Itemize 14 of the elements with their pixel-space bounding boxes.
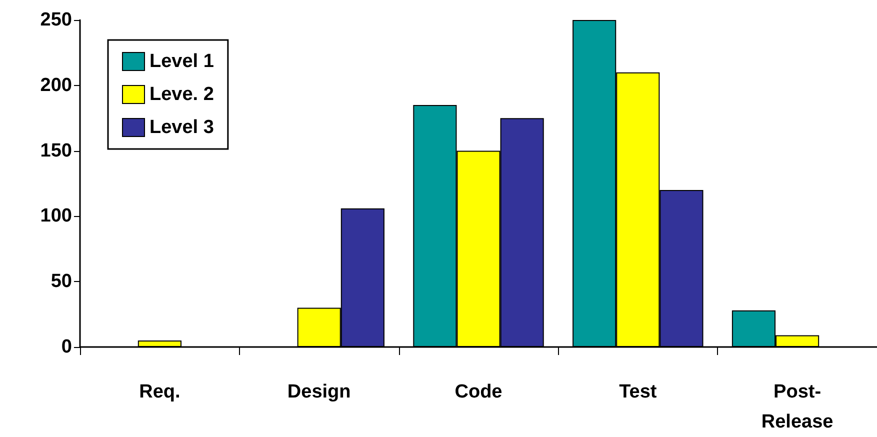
x-tick-label: Design: [287, 382, 351, 402]
y-tick-label: 50: [50, 271, 72, 292]
legend-label: Leve. 2: [150, 84, 214, 105]
x-tick-label: Code: [454, 382, 502, 402]
x-tick-label: Test: [619, 382, 658, 402]
y-tick-label: 0: [61, 336, 72, 358]
y-tick-label: 250: [40, 10, 72, 30]
x-tick-label: Req.: [139, 382, 180, 402]
y-tick-label: 150: [40, 140, 72, 162]
legend-label: Level 3: [150, 117, 214, 138]
x-tick-label: Post- Release: [761, 382, 834, 432]
legend-label: Level 1: [150, 51, 214, 72]
y-tick-label: 200: [40, 74, 72, 96]
y-tick-label: 100: [40, 206, 72, 227]
